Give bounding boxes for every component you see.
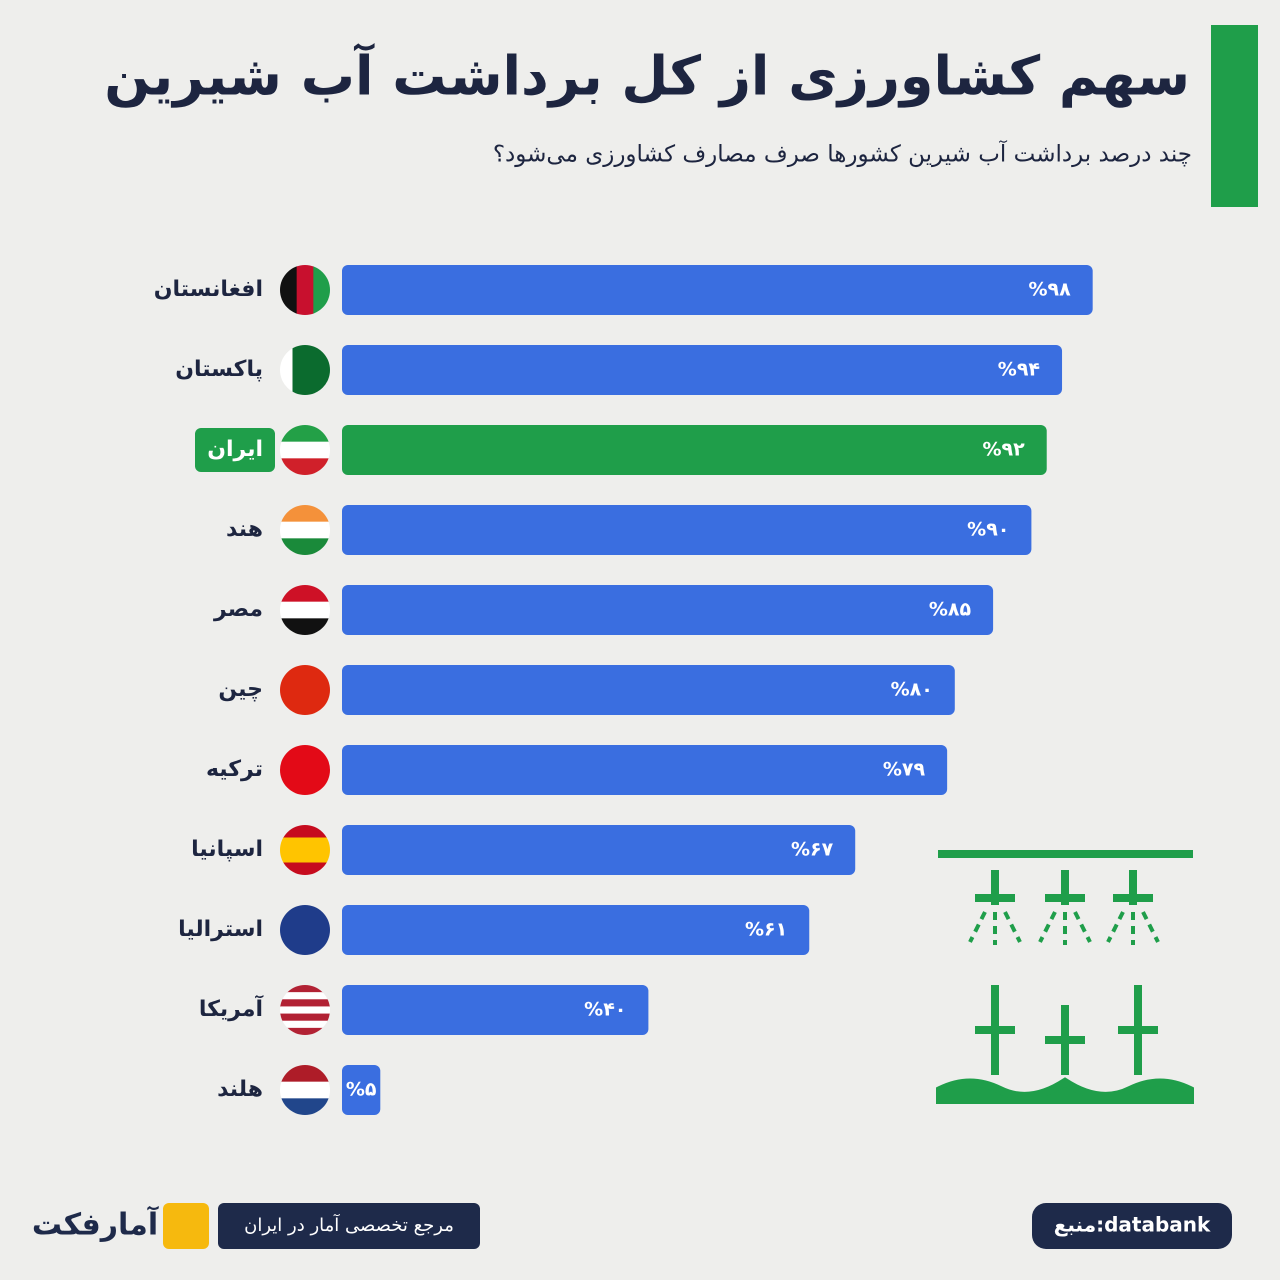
flag-stripe	[280, 837, 330, 851]
flag-stripe	[280, 992, 330, 1000]
flag-stripe	[280, 1013, 330, 1022]
flag-stripe	[280, 505, 330, 523]
flag-stripe	[305, 345, 318, 395]
source: منبع:databank	[1054, 1213, 1211, 1237]
flag-stripes	[280, 425, 330, 475]
flag-stripe	[280, 1006, 330, 1015]
flag-stripe	[280, 999, 330, 1007]
value-label: %۹۴	[998, 359, 1040, 381]
source-pill	[1032, 1203, 1232, 1249]
bar	[342, 905, 810, 955]
bar	[342, 665, 955, 715]
flag-stripe	[296, 265, 314, 315]
category-label: ترکیه	[206, 757, 263, 782]
accent-bar	[1211, 25, 1258, 207]
flag-stripe	[280, 745, 330, 795]
category-label: ایران	[207, 437, 263, 462]
flag-stripe	[280, 585, 330, 603]
flag-stripe	[292, 345, 306, 395]
flag-stripe	[280, 601, 330, 619]
category-label: آمریکا	[199, 994, 264, 1022]
flag-stripe	[313, 265, 330, 315]
bar	[342, 585, 994, 635]
bar	[342, 265, 1093, 315]
value-label: %۹۲	[982, 439, 1025, 461]
flag-stripe	[280, 1098, 330, 1115]
flag	[280, 425, 330, 475]
brand: آمارفکت	[32, 1206, 159, 1243]
flag	[280, 665, 330, 715]
flag-stripe	[280, 905, 330, 955]
value-label: %۵	[346, 1079, 377, 1101]
flag	[280, 1065, 330, 1115]
tagline-pill	[218, 1203, 480, 1249]
brand-icon	[163, 1203, 209, 1249]
flag-stripe	[280, 1081, 330, 1099]
flag-stripe	[280, 265, 298, 315]
flag	[280, 265, 330, 315]
bar	[342, 985, 649, 1035]
flag	[280, 745, 330, 795]
value-label: %۷۹	[883, 759, 926, 781]
flag-stripe	[280, 985, 330, 993]
category-label: پاکستان	[175, 357, 263, 382]
flag-stripe	[280, 458, 330, 475]
category-label: چین	[218, 677, 263, 702]
flag-stripes	[280, 1065, 330, 1115]
flag-stripe	[280, 1065, 330, 1083]
label-highlight	[195, 428, 275, 472]
value-label: %۶۱	[745, 919, 787, 941]
irrigation-icon	[936, 850, 1194, 1104]
flag	[280, 585, 330, 635]
category-label: افغانستان	[154, 277, 263, 302]
category-label: مصر	[213, 597, 263, 622]
value-label: %۹۰	[967, 519, 1009, 541]
flag-stripes	[280, 505, 330, 555]
flag-stripe	[280, 665, 330, 715]
flag-stripe	[280, 425, 330, 443]
flag	[280, 905, 330, 955]
flag-stripe	[280, 618, 330, 635]
flag	[280, 985, 330, 1035]
flag-stripes	[280, 265, 330, 315]
category-label: اسپانیا	[191, 837, 263, 862]
flag-stripe	[280, 850, 330, 863]
bar	[342, 505, 1032, 555]
value-label: %۸۵	[929, 599, 972, 621]
bar	[342, 825, 856, 875]
chart-subtitle: چند درصد برداشت آب شیرین کشورها صرف مصار…	[493, 140, 1192, 168]
flag-stripe	[280, 441, 330, 459]
tagline: مرجع تخصصی آمار در ایران	[244, 1213, 454, 1236]
bar	[342, 425, 1047, 475]
flag-stripe	[280, 1020, 330, 1029]
value-label: %۶۷	[791, 839, 834, 861]
value-label: %۹۸	[1028, 279, 1071, 301]
category-label: استرالیا	[178, 917, 263, 942]
value-label: %۸۰	[891, 679, 933, 701]
flag-stripes	[280, 745, 330, 795]
flag-stripe	[280, 538, 330, 555]
flag-stripe	[280, 521, 330, 539]
value-label: %۴۰	[584, 999, 626, 1021]
flag-stripes	[280, 905, 330, 955]
flag-stripes	[280, 985, 330, 1035]
bar	[342, 745, 948, 795]
category-label: هند	[226, 517, 263, 542]
water-drops	[968, 911, 1160, 945]
flag-stripes	[280, 585, 330, 635]
bar	[342, 1065, 381, 1115]
flag-stripes	[280, 665, 330, 715]
bar	[342, 345, 1063, 395]
chart-title: سهم کشاورزی از کل برداشت آب شیرین	[104, 43, 1190, 108]
flag	[280, 505, 330, 555]
category-label: هلند	[217, 1077, 263, 1102]
flag-stripe	[280, 1027, 330, 1035]
